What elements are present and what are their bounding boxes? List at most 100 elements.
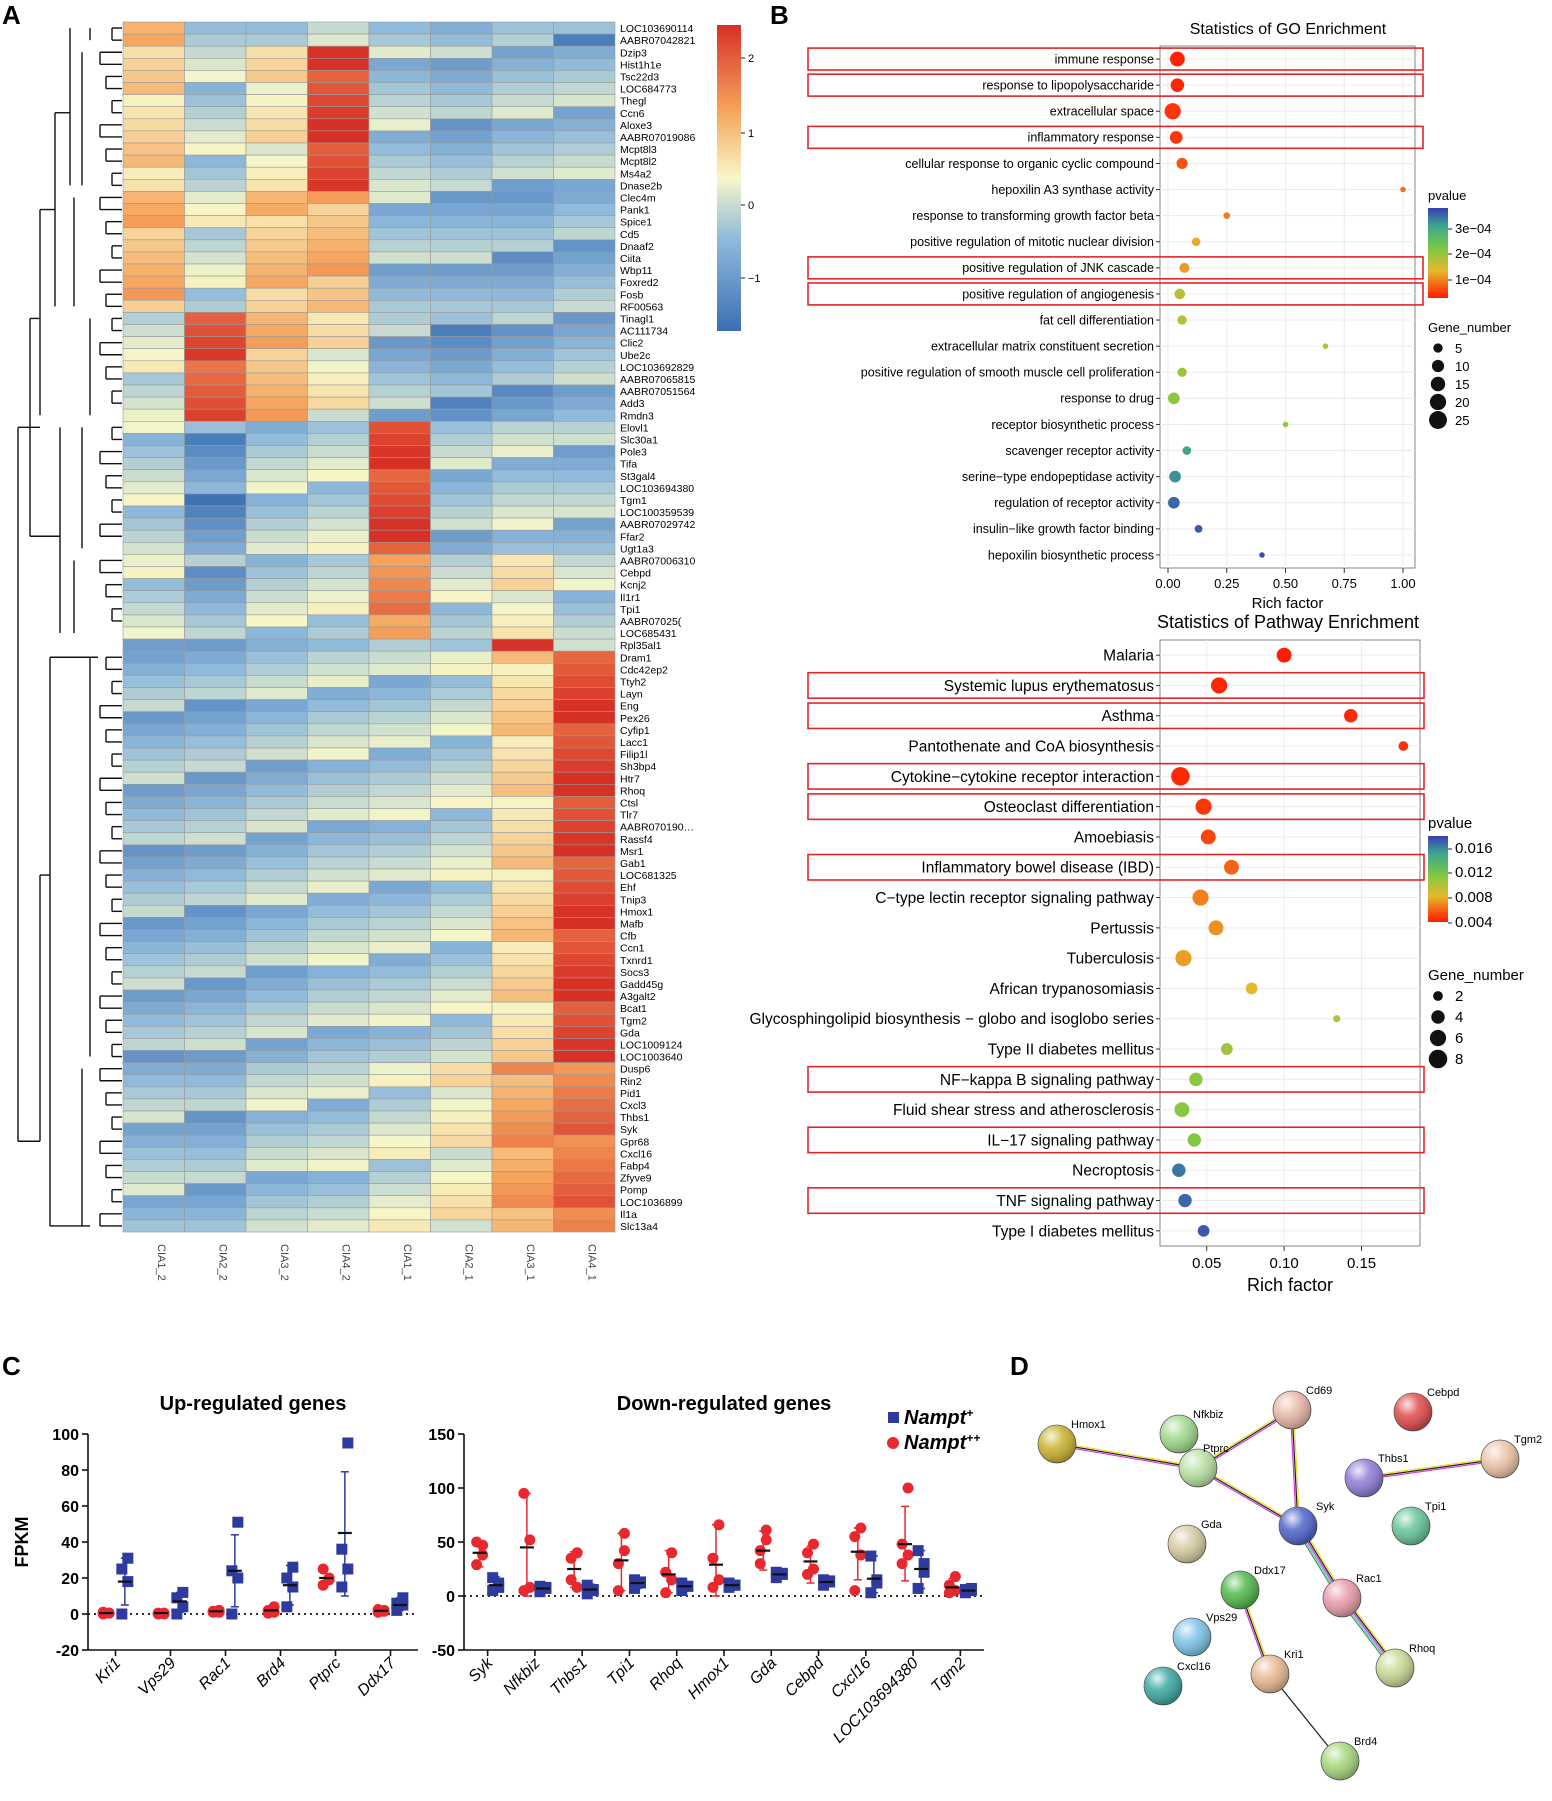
heatmap-cell [122, 1134, 185, 1148]
heatmap-cell [307, 638, 370, 652]
heatmap-cell [307, 45, 370, 59]
heatmap-row-label: LOC100359539 [620, 507, 694, 519]
heatmap-cell [122, 1122, 185, 1136]
heatmap-cell [307, 771, 370, 785]
heatmap-row-label: Tgm1 [620, 495, 647, 507]
size-legend-label: 8 [1455, 1051, 1463, 1068]
network-node-shine [1251, 1655, 1289, 1693]
heatmap-cell [307, 142, 370, 156]
heatmap-cell [368, 384, 431, 398]
term-label: Pertussis [1090, 920, 1154, 937]
heatmap-cell [245, 675, 308, 688]
heatmap-cell [430, 1062, 493, 1075]
heatmap-cell [368, 832, 431, 846]
pvalue-legend-tick-label: 1e−04 [1455, 272, 1492, 287]
heatmap-cell [307, 723, 370, 737]
term-label: NF−kappa B signaling pathway [940, 1072, 1154, 1089]
heatmap-cell [307, 602, 370, 616]
heatmap-cell [430, 179, 493, 192]
heatmap-cell [122, 493, 185, 507]
network-node-shine [1279, 1507, 1317, 1545]
heatmap-row-label: AABR07006310 [620, 556, 695, 568]
heatmap-cell [307, 1110, 370, 1124]
heatmap-cell [245, 324, 308, 337]
heatmap-cell [122, 638, 185, 652]
heatmap-cell [184, 1147, 247, 1160]
highlight-box [807, 1065, 1425, 1093]
heatmap-cell [430, 989, 493, 1003]
network-node-shine [1392, 1507, 1430, 1545]
heatmap-cell [553, 771, 616, 785]
heatmap-cell [368, 179, 431, 192]
term-label: Type I diabetes mellitus [992, 1223, 1154, 1240]
heatmap-cell [245, 1219, 308, 1233]
pvalue-legend-gradient [1428, 208, 1448, 298]
heatmap-cell [122, 299, 185, 313]
heatmap-cell [122, 33, 185, 47]
heatmap-cell [122, 239, 185, 253]
term-label: Fluid shear stress and atherosclerosis [893, 1102, 1154, 1119]
heatmap-cell [368, 227, 431, 241]
heatmap-cell [122, 287, 185, 301]
heatmap-cell [122, 1159, 185, 1172]
heatmap-cell [307, 796, 370, 809]
data-point-nampt-plusplus [477, 1549, 489, 1561]
heatmap-row-label: Cd5 [620, 229, 639, 241]
heatmap-row-label: Elovl1 [620, 422, 649, 434]
data-point-nampt-plus [122, 1552, 134, 1564]
heatmap-cell [307, 965, 370, 979]
heatmap-cell [184, 675, 247, 688]
data-point-nampt-plus [232, 1572, 244, 1584]
heatmap-cell [184, 360, 247, 374]
heatmap-cell [491, 614, 554, 628]
network-node-cxcl16: Cxcl16 [1143, 1661, 1211, 1706]
heatmap-row-label: Thegl [620, 96, 646, 108]
heatmap-cell [430, 723, 493, 737]
y-tick-label: 80 [61, 1463, 79, 1480]
heatmap-cell [491, 166, 554, 180]
heatmap-row-label: AABR07042821 [620, 35, 695, 47]
heatmap-cell [184, 191, 247, 204]
heatmap-cell [245, 904, 308, 918]
plot-area [1159, 639, 1421, 1247]
heatmap-row-label: Ube2c [620, 350, 650, 362]
term-label: Glycosphingolipid biosynthesis − globo a… [749, 1011, 1154, 1028]
heatmap-cell [368, 650, 431, 664]
network-node-label: Thbs1 [1378, 1453, 1409, 1465]
heatmap-cell [553, 203, 616, 216]
data-point-nampt-plusplus [802, 1547, 814, 1559]
heatmap-cell [307, 929, 370, 942]
heatmap-cell [553, 21, 616, 35]
heatmap-cell [491, 420, 554, 434]
heatmap-column-label: CIA1_1 [401, 1244, 413, 1281]
heatmap-cell [491, 469, 554, 483]
heatmap-cell [430, 1159, 493, 1172]
heatmap-cell [184, 1110, 247, 1124]
heatmap-cell [368, 1098, 431, 1112]
heatmap-row-label: LOC685431 [620, 628, 677, 640]
heatmap-cell [245, 348, 308, 362]
heatmap-cell [307, 1159, 370, 1172]
network-node-cebpd: Cebpd [1393, 1387, 1459, 1432]
heatmap-cell [307, 227, 370, 241]
heatmap-cell [553, 1050, 616, 1063]
heatmap-row-label: Cxcl16 [620, 1148, 652, 1160]
x-tick-label: 0.00 [1155, 576, 1180, 591]
heatmap-cell [245, 312, 308, 325]
heatmap-cell [553, 796, 616, 809]
heatmap-cell [368, 880, 431, 894]
heatmap-cell [307, 1038, 370, 1051]
heatmap-cell [122, 856, 185, 870]
heatmap-cell [430, 529, 493, 543]
heatmap-cell [368, 21, 431, 35]
heatmap-legend-tick-label: 2 [748, 53, 754, 65]
heatmap-cell [368, 360, 431, 374]
data-point-nampt-plus [918, 1566, 930, 1578]
x-tick-label: Vps29 [135, 1655, 179, 1699]
data-point-nampt-plus [391, 1597, 403, 1609]
heatmap-row-label: Cdc42ep2 [620, 664, 668, 676]
heatmap-cell [307, 251, 370, 265]
heatmap-cell [368, 626, 431, 640]
network-node-label: Nfkbiz [1193, 1409, 1224, 1421]
heatmap-cell [307, 166, 370, 180]
